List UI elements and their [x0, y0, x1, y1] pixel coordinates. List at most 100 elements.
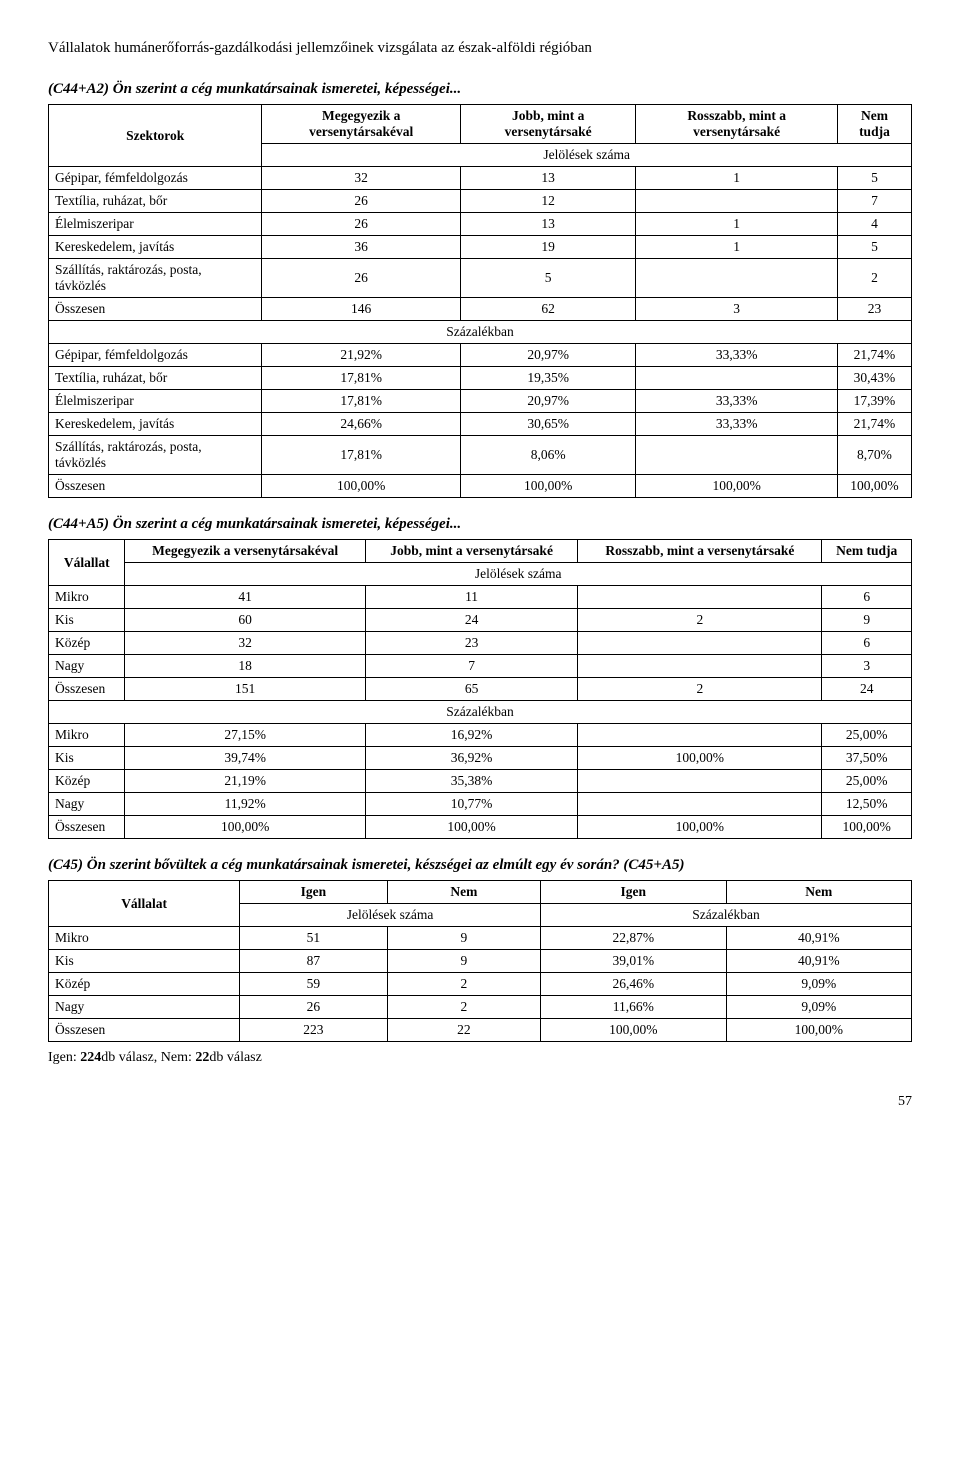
s3-h2: Nem: [387, 881, 540, 904]
row-value: 16,92%: [365, 724, 577, 747]
row-value: 9,09%: [726, 996, 911, 1019]
row-value: 22: [387, 1019, 540, 1042]
s2-h1: Megegyezik a versenytársakéval: [125, 540, 365, 563]
row-value: 17,39%: [837, 390, 911, 413]
row-value: 24,66%: [262, 413, 461, 436]
table-row: Mikro41116: [49, 586, 912, 609]
table-row: Élelmiszeripar261314: [49, 213, 912, 236]
row-value: 39,74%: [125, 747, 365, 770]
s3-span-counts: Jelölések száma: [240, 904, 541, 927]
row-value: 40,91%: [726, 950, 911, 973]
table-row: Kereskedelem, javítás24,66%30,65%33,33%2…: [49, 413, 912, 436]
row-value: 25,00%: [822, 724, 912, 747]
row-value: 30,65%: [460, 413, 635, 436]
row-label: Textília, ruházat, bőr: [49, 190, 262, 213]
row-label: Kis: [49, 747, 125, 770]
row-value: 7: [365, 655, 577, 678]
row-label: Közép: [49, 973, 240, 996]
row-value: 223: [240, 1019, 388, 1042]
section3-footer: Igen: 224db válasz, Nem: 22db válasz: [48, 1050, 912, 1066]
row-value: 11,66%: [541, 996, 726, 1019]
table-row: Mikro27,15%16,92%25,00%: [49, 724, 912, 747]
table-row: Textília, ruházat, bőr17,81%19,35%30,43%: [49, 367, 912, 390]
row-value: 26,46%: [541, 973, 726, 996]
row-value: 5: [837, 167, 911, 190]
row-value: 26: [262, 259, 461, 298]
row-value: 25,00%: [822, 770, 912, 793]
row-value: [578, 632, 822, 655]
row-value: 151: [125, 678, 365, 701]
s2-h4: Nem tudja: [822, 540, 912, 563]
table-row: Szállítás, raktározás, posta, távközlés2…: [49, 259, 912, 298]
row-label: Közép: [49, 770, 125, 793]
s1-span-counts: Jelölések száma: [262, 144, 912, 167]
page-number: 57: [48, 1094, 912, 1110]
table-row: Kis39,74%36,92%100,00%37,50%: [49, 747, 912, 770]
s2-h0: Válallat: [49, 540, 125, 586]
s1-h4: Nem tudja: [837, 105, 911, 144]
row-label: Mikro: [49, 724, 125, 747]
row-label: Élelmiszeripar: [49, 213, 262, 236]
row-value: 40,91%: [726, 927, 911, 950]
row-value: 9: [387, 927, 540, 950]
row-value: 100,00%: [125, 816, 365, 839]
s3-h1: Igen: [240, 881, 388, 904]
row-label: Kereskedelem, javítás: [49, 236, 262, 259]
section3-table: Vállalat Igen Nem Igen Nem Jelölések szá…: [48, 880, 912, 1042]
table-row: Nagy11,92%10,77%12,50%: [49, 793, 912, 816]
row-value: 3: [822, 655, 912, 678]
row-label: Textília, ruházat, bőr: [49, 367, 262, 390]
row-value: 7: [837, 190, 911, 213]
table-row: Kis602429: [49, 609, 912, 632]
row-value: 21,74%: [837, 344, 911, 367]
table-row: Mikro51922,87%40,91%: [49, 927, 912, 950]
row-label: Mikro: [49, 927, 240, 950]
row-value: 26: [240, 996, 388, 1019]
row-value: 24: [822, 678, 912, 701]
table-row: Összesen15165224: [49, 678, 912, 701]
table-row: Közép59226,46%9,09%: [49, 973, 912, 996]
row-value: 33,33%: [636, 413, 838, 436]
row-value: [578, 655, 822, 678]
s3-h4: Nem: [726, 881, 911, 904]
row-label: Kis: [49, 609, 125, 632]
section1-table: Szektorok Megegyezik a versenytársakéval…: [48, 104, 912, 498]
row-label: Nagy: [49, 793, 125, 816]
s2-span-pct: Százalékban: [49, 701, 912, 724]
row-label: Összesen: [49, 475, 262, 498]
row-value: 2: [578, 678, 822, 701]
table-row: Összesen100,00%100,00%100,00%100,00%: [49, 816, 912, 839]
row-value: [636, 259, 838, 298]
s2-h2: Jobb, mint a versenytársaké: [365, 540, 577, 563]
row-value: 5: [460, 259, 635, 298]
table-row: Nagy1873: [49, 655, 912, 678]
row-value: 36,92%: [365, 747, 577, 770]
row-label: Élelmiszeripar: [49, 390, 262, 413]
row-value: 24: [365, 609, 577, 632]
row-value: 87: [240, 950, 388, 973]
s2-span-counts: Jelölések száma: [125, 563, 912, 586]
row-value: 11,92%: [125, 793, 365, 816]
s1-h1: Megegyezik a versenytársakéval: [262, 105, 461, 144]
page-header: Vállalatok humánerőforrás-gazdálkodási j…: [48, 40, 912, 57]
table-row: Összesen100,00%100,00%100,00%100,00%: [49, 475, 912, 498]
row-value: 12: [460, 190, 635, 213]
row-value: [578, 724, 822, 747]
row-value: 17,81%: [262, 390, 461, 413]
row-label: Szállítás, raktározás, posta, távközlés: [49, 436, 262, 475]
s3-h3: Igen: [541, 881, 726, 904]
table-row: Közép32236: [49, 632, 912, 655]
row-value: 10,77%: [365, 793, 577, 816]
table-row: Élelmiszeripar17,81%20,97%33,33%17,39%: [49, 390, 912, 413]
row-value: 37,50%: [822, 747, 912, 770]
table-row: Összesen14662323: [49, 298, 912, 321]
row-value: 8,06%: [460, 436, 635, 475]
row-value: 17,81%: [262, 367, 461, 390]
s3-h0: Vállalat: [49, 881, 240, 927]
row-value: 2: [578, 609, 822, 632]
row-value: 1: [636, 167, 838, 190]
row-label: Összesen: [49, 298, 262, 321]
row-value: 100,00%: [578, 816, 822, 839]
row-value: [578, 793, 822, 816]
row-value: 20,97%: [460, 344, 635, 367]
